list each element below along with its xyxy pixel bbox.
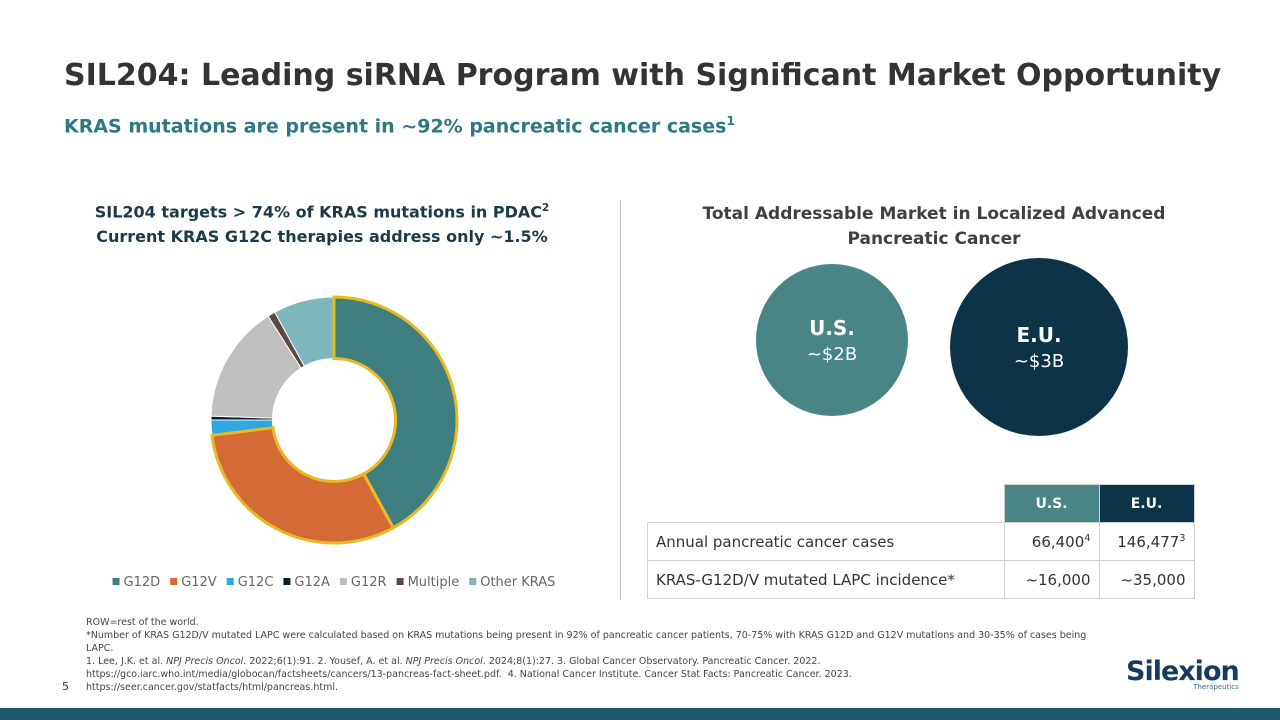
market-circle: U.S. ~$2B: [756, 264, 908, 416]
chart-subtitle: Current KRAS G12C therapies address only…: [96, 227, 548, 246]
legend-swatch: [469, 578, 477, 585]
header-cell: E.U.: [1098, 484, 1195, 523]
legend-label: Multiple: [408, 575, 460, 590]
footnote-text: https://seer.cancer.gov/statfacts/html/p…: [86, 682, 339, 693]
ref: 1: [726, 114, 736, 128]
legend-label: G12R: [351, 575, 387, 590]
footnote: *Number of KRAS G12D/V mutated LAPC were…: [86, 629, 1116, 655]
legend-swatch: [170, 578, 178, 585]
footnote-text: ROW=rest of the world.: [86, 617, 199, 628]
cell-text: 66,400: [1031, 532, 1085, 551]
market-circle: E.U. ~$3B: [950, 258, 1128, 436]
legend-swatch: [396, 578, 404, 585]
legend-label: G12A: [294, 575, 330, 590]
legend: G12D G12V G12C G12A G12R Multiple Other KRAS: [112, 575, 555, 590]
footnote-text: . 2024;8(1):27. 3. Global Cancer Observa…: [482, 656, 821, 667]
footnote-text: NPJ Precis Oncol: [405, 656, 483, 667]
footnote-text: NPJ Precis Oncol: [166, 656, 244, 667]
slice: [210, 426, 396, 545]
legend-swatch: [283, 578, 291, 585]
logo-name: Silexion: [1126, 656, 1240, 687]
chart-title: SIL204 targets > 74% of KRAS mutations i…: [40, 202, 604, 221]
ref: 2: [542, 202, 550, 214]
legend-label: G12V: [181, 575, 217, 590]
footnote: 1. Lee, J.K. et al. NPJ Precis Oncol. 20…: [86, 655, 1116, 668]
footnote: https://gco.iarc.who.int/media/globocan/…: [86, 668, 1116, 681]
cell: ~35,000: [1098, 560, 1195, 599]
subtitle-text: KRAS mutations are present in ~92% pancr…: [64, 115, 727, 138]
chart: G12D G12V G12C G12A G12R Multiple Other KRAS: [112, 295, 555, 590]
legend-swatch: [226, 578, 234, 585]
row-label: Annual pancreatic cancer cases: [647, 522, 1005, 561]
chart-title-text: SIL204 targets > 74% of KRAS mutations i…: [94, 202, 543, 222]
logo: Silexion Therapeutics: [1126, 656, 1240, 691]
slide-subtitle: KRAS mutations are present in ~92% pancr…: [64, 114, 735, 137]
row-label: KRAS-G12D/V mutated LAPC incidence*: [647, 560, 1005, 599]
legend-swatch: [112, 578, 120, 585]
cell: 66,4004: [1003, 522, 1100, 561]
divider: [620, 200, 621, 600]
circle-name: E.U.: [1016, 322, 1062, 347]
footnote-text: 1. Lee, J.K. et al.: [86, 656, 167, 667]
footnote-text: *Number of KRAS G12D/V mutated LAPC were…: [86, 630, 1090, 654]
footnote: ROW=rest of the world.: [86, 616, 1116, 629]
header-cell: U.S.: [1003, 484, 1100, 523]
footnote: https://seer.cancer.gov/statfacts/html/p…: [86, 681, 1116, 694]
cell: 146,4773: [1098, 522, 1195, 561]
footnote-text: https://gco.iarc.who.int/media/globocan/…: [86, 669, 852, 680]
logo-tagline: Therapeutics: [1193, 683, 1239, 691]
ref: 4: [1084, 532, 1091, 544]
legend-label: G12C: [238, 575, 274, 590]
market-table: U.S. E.U. Annual pancreatic cancer cases 6…: [647, 484, 1195, 599]
empty-cell: [648, 485, 1005, 523]
ref: 3: [1179, 532, 1186, 544]
page-number: 5: [62, 680, 69, 693]
cell-text: 146,477: [1117, 532, 1180, 551]
legend-swatch: [339, 578, 347, 585]
circle-value: ~$2B: [806, 343, 858, 365]
slice: [332, 295, 459, 530]
footnote-text: . 2022;6(1):91. 2. Yousef, A. et al.: [243, 656, 406, 667]
cell: ~16,000: [1003, 560, 1100, 599]
slide-title: SIL204: Leading siRNA Program with Signi…: [64, 58, 1222, 93]
legend-label: G12D: [124, 575, 161, 590]
circle-name: U.S.: [809, 315, 855, 340]
circle-value: ~$3B: [1013, 350, 1065, 372]
market-title: Total Addressable Market in Localized Ad…: [702, 204, 1166, 249]
footnotes: ROW=rest of the world. *Number of KRAS G1…: [86, 616, 1116, 694]
legend-label: Other KRAS: [480, 575, 555, 590]
footer-band: [0, 708, 1280, 720]
